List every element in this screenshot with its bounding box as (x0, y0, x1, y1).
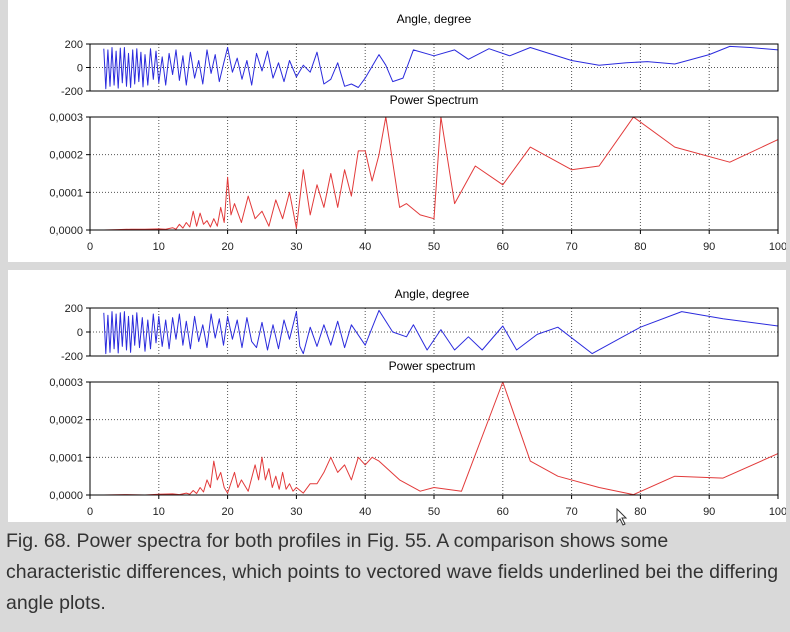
y-tick-label: 0 (77, 327, 83, 339)
x-tick-label: 100 (769, 506, 786, 518)
x-tick-label: 100 (769, 241, 786, 253)
y-tick-label: 0,0002 (49, 150, 83, 162)
x-tick-label: 20 (221, 241, 233, 253)
x-tick-label: 50 (428, 241, 440, 253)
x-tick-label: 0 (87, 241, 93, 253)
y-tick-label: 0,0001 (49, 187, 83, 199)
x-tick-label: 30 (290, 506, 302, 518)
spectrum-plot-title: Power Spectrum (390, 93, 479, 107)
y-tick-label: 0,0003 (49, 112, 83, 124)
series-line (103, 309, 779, 355)
series-line (103, 45, 779, 90)
x-tick-label: 60 (497, 241, 509, 253)
y-tick-label: 0,0002 (49, 415, 83, 427)
angle-plot-title: Angle, degree (395, 287, 470, 301)
y-tick-label: 0,0000 (49, 490, 83, 502)
series-line (103, 381, 779, 496)
y-tick-label: 200 (65, 39, 83, 51)
x-tick-label: 40 (359, 241, 371, 253)
x-tick-label: 90 (703, 506, 715, 518)
angle-plot-1: 200 0 -200 (61, 39, 779, 98)
plot-frame (89, 381, 779, 496)
x-tick-label: 20 (221, 506, 233, 518)
spectrum-plot-2: 0,0003 0,0002 0,0001 0,0000 0 10 20 30 40 50 60 70 8… (49, 377, 786, 518)
x-tick-label: 50 (428, 506, 440, 518)
plot-frame (89, 116, 779, 231)
x-tick-label: 40 (359, 506, 371, 518)
x-tick-label: 60 (497, 506, 509, 518)
y-tick-label: 0,0001 (49, 452, 83, 464)
y-tick-label: 0 (77, 63, 83, 75)
chart-panel-2: Angle, degree 200 0 -200 Power spectrum 0,… (8, 270, 786, 522)
angle-plot-2: 200 0 -200 (61, 303, 779, 363)
angle-plot-title: Angle, degree (397, 12, 472, 26)
y-tick-label: -200 (61, 86, 83, 98)
figure-caption: Fig. 68. Power spectra for both profiles… (6, 530, 779, 614)
x-tick-label: 10 (153, 506, 165, 518)
x-tick-label: 80 (634, 241, 646, 253)
plot-frame (89, 307, 779, 357)
x-tick-label: 70 (565, 506, 577, 518)
x-tick-label: 0 (87, 506, 93, 518)
series-line (103, 116, 779, 231)
x-tick-label: 30 (290, 241, 302, 253)
spectrum-plot-title: Power spectrum (389, 359, 476, 373)
y-tick-label: -200 (61, 351, 83, 363)
y-tick-label: 0,0000 (49, 225, 83, 237)
x-tick-label: 80 (634, 506, 646, 518)
x-tick-label: 10 (153, 241, 165, 253)
y-tick-label: 0,0003 (49, 377, 83, 389)
chart-panel-1: Angle, degree 200 0 -200 Power Spectrum 0,… (8, 0, 786, 262)
spectrum-plot-1: 0,0003 0,0002 0,0001 0,0000 0 10 20 30 40 50 60 70 8… (49, 112, 786, 253)
x-tick-label: 90 (703, 241, 715, 253)
y-tick-label: 200 (65, 303, 83, 315)
x-tick-label: 70 (565, 241, 577, 253)
mouse-pointer-icon (616, 508, 628, 526)
plot-frame (89, 43, 779, 92)
